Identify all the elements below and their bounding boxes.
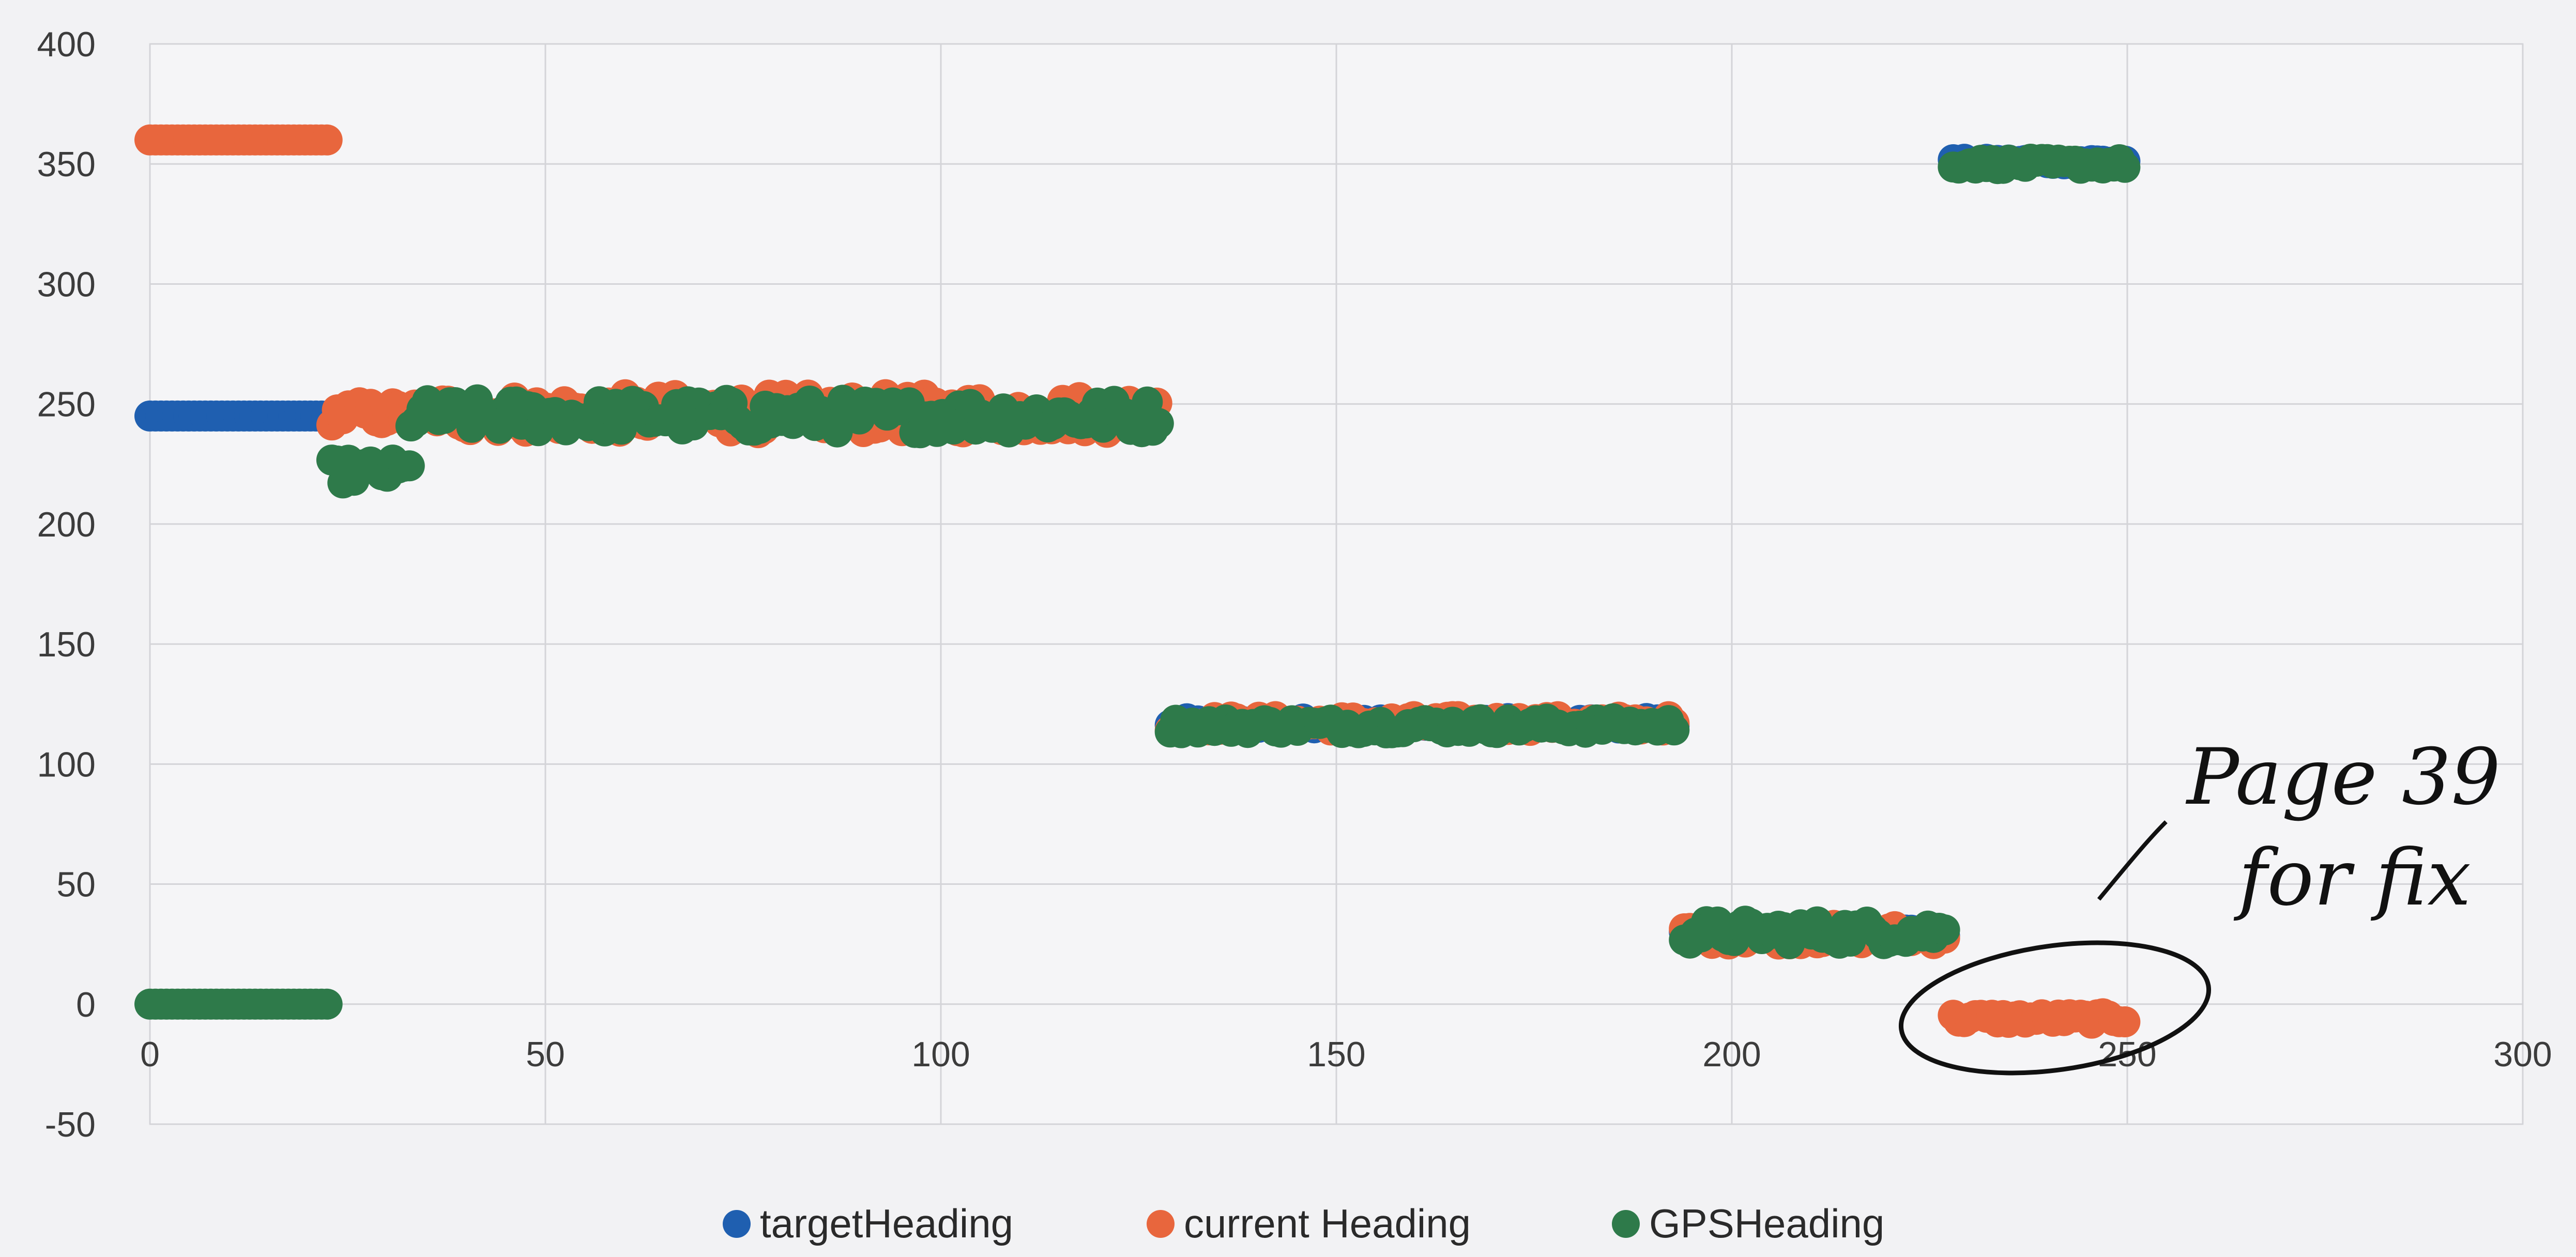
y-tick-label-200: 200 <box>37 505 96 544</box>
point-GPSHeading-2 <box>1142 408 1174 439</box>
x-tick-label-150: 150 <box>1307 1035 1365 1074</box>
point-GPSHeading-1 <box>393 450 425 482</box>
x-tick-label-300: 300 <box>2493 1035 2552 1074</box>
y-axis-tick-labels: 400 350 300 250 200 150 100 50 0 -50 <box>37 25 96 1144</box>
legend-label-GPSHeading: GPSHeading <box>1649 1201 1884 1246</box>
handwritten-annotation: Page 39 for fix <box>1898 732 2501 1076</box>
point-GPSHeading-3 <box>1658 714 1690 746</box>
annotation-line-2: for fix <box>2233 833 2471 923</box>
x-tick-label-50: 50 <box>526 1035 565 1074</box>
annotation-circle <box>1898 940 2212 1076</box>
y-tick-label-350: 350 <box>37 145 96 184</box>
y-tick-label-100: 100 <box>37 745 96 784</box>
legend-label-targetHeading: targetHeading <box>760 1201 1013 1246</box>
series-GPSHeading <box>134 144 2141 1020</box>
point-current-Heading-5 <box>2109 1006 2141 1037</box>
point-current-Heading-0 <box>311 124 343 156</box>
y-tick-label-250: 250 <box>37 385 96 424</box>
data-points <box>134 124 2141 1039</box>
y-tick-label-0: 0 <box>76 985 96 1024</box>
y-tick-label-300: 300 <box>37 265 96 304</box>
y-tick-label-400: 400 <box>37 25 96 64</box>
y-tick-label-50: 50 <box>56 865 96 905</box>
x-tick-label-100: 100 <box>911 1035 970 1074</box>
legend-marker-currentHeading <box>1147 1210 1175 1238</box>
annotation-pointer-line <box>2097 820 2168 901</box>
legend-marker-GPSHeading <box>1612 1210 1640 1238</box>
y-tick-label--50: -50 <box>45 1105 96 1144</box>
point-GPSHeading-5 <box>2109 151 2141 183</box>
point-GPSHeading-0 <box>311 988 343 1020</box>
x-tick-label-200: 200 <box>1702 1035 1761 1074</box>
legend: targetHeading current Heading GPSHeading <box>723 1201 1884 1246</box>
legend-marker-targetHeading <box>723 1210 751 1238</box>
annotation-line-1: Page 39 <box>2185 732 2501 822</box>
y-tick-label-150: 150 <box>37 625 96 664</box>
point-GPSHeading-4 <box>1929 914 1960 946</box>
x-tick-label-0: 0 <box>140 1035 160 1074</box>
legend-label-currentHeading: current Heading <box>1184 1201 1471 1246</box>
